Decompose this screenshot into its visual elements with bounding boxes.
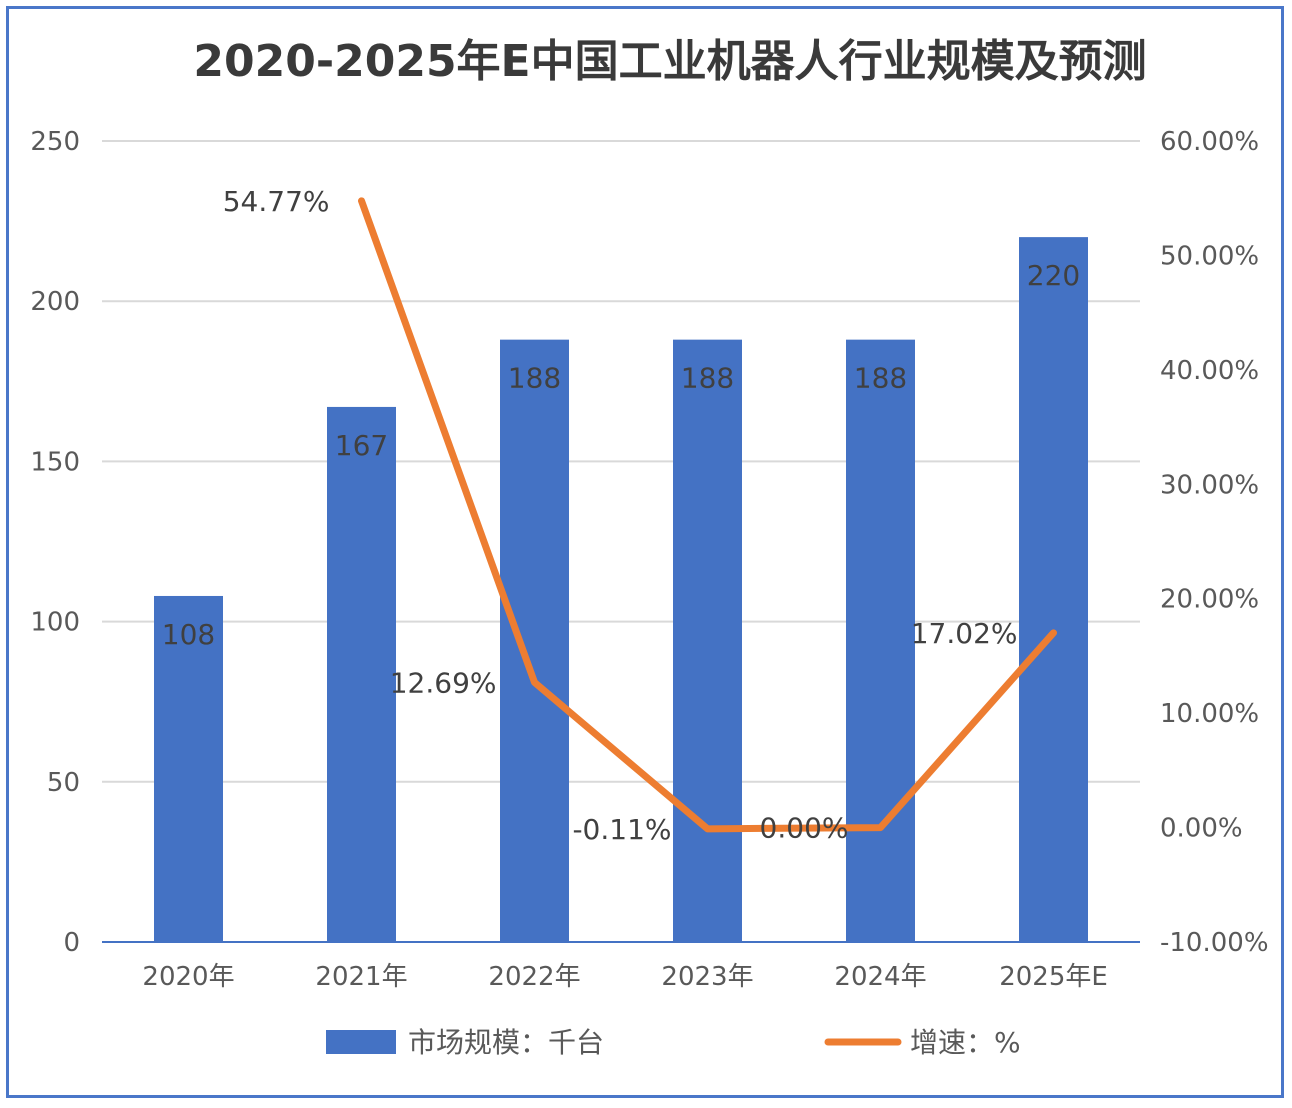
bar-data-label: 108 bbox=[162, 618, 215, 651]
x-tick-label: 2022年 bbox=[488, 962, 580, 992]
left-tick-label: 0 bbox=[63, 928, 80, 958]
right-tick-label: 40.00% bbox=[1160, 356, 1259, 386]
x-tick-label: 2021年 bbox=[315, 962, 407, 992]
left-tick-label: 200 bbox=[30, 287, 80, 317]
right-tick-label: 50.00% bbox=[1160, 241, 1259, 271]
left-axis: 0 50 100 150 200 250 bbox=[30, 127, 80, 958]
x-tick-label: 2023年 bbox=[661, 962, 753, 992]
bar bbox=[154, 595, 223, 942]
legend-swatch-bar bbox=[326, 1030, 396, 1054]
right-tick-label: 60.00% bbox=[1160, 127, 1259, 157]
right-tick-label: 20.00% bbox=[1160, 585, 1259, 615]
legend: 市场规模：千台 增速：% bbox=[326, 1026, 1021, 1059]
x-axis: 2020年 2021年 2022年 2023年 2024年 2025年E bbox=[142, 962, 1107, 992]
x-tick-label: 2025年E bbox=[999, 962, 1108, 992]
bar-data-label: 220 bbox=[1027, 259, 1080, 292]
bar-data-label: 188 bbox=[854, 362, 907, 395]
left-tick-label: 100 bbox=[30, 608, 80, 638]
line-series bbox=[358, 197, 1057, 833]
line-data-label: 12.69% bbox=[390, 666, 497, 699]
x-tick-label: 2020年 bbox=[142, 962, 234, 992]
bar-series bbox=[154, 237, 1088, 942]
left-tick-label: 150 bbox=[30, 447, 80, 477]
right-axis: -10.00% 0.00% 10.00% 20.00% 30.00% 40.00% 50.0… bbox=[1160, 127, 1269, 958]
chart-frame bbox=[6, 6, 1284, 1098]
bar bbox=[846, 339, 915, 942]
left-tick-label: 50 bbox=[47, 768, 80, 798]
legend-label-line: 增速：% bbox=[910, 1026, 1021, 1059]
bar-data-label: 188 bbox=[681, 362, 734, 395]
line-data-labels: 54.77% 12.69% -0.11% 0.00% 17.02% bbox=[223, 185, 1018, 846]
right-tick-label: 10.00% bbox=[1160, 699, 1259, 729]
bar bbox=[673, 339, 742, 942]
x-tick-label: 2024年 bbox=[834, 962, 926, 992]
chart-title: 2020-2025年E中国工业机器人行业规模及预测 bbox=[193, 36, 1146, 87]
gridlines bbox=[102, 140, 1140, 783]
bar bbox=[500, 339, 569, 942]
line-data-label: 54.77% bbox=[223, 185, 330, 218]
line-data-label: -0.11% bbox=[572, 813, 671, 846]
growth-line bbox=[358, 197, 1057, 833]
right-tick-label: -10.00% bbox=[1160, 928, 1269, 958]
left-tick-label: 250 bbox=[30, 127, 80, 157]
right-tick-label: 0.00% bbox=[1160, 814, 1243, 844]
bar-data-label: 188 bbox=[508, 362, 561, 395]
bar bbox=[327, 406, 396, 942]
line-data-label: 17.02% bbox=[911, 617, 1018, 650]
legend-label-bar: 市场规模：千台 bbox=[408, 1026, 604, 1059]
bar-data-labels: 108 167 188 188 188 220 bbox=[162, 259, 1080, 651]
line-data-label: 0.00% bbox=[760, 812, 849, 845]
bar-data-label: 167 bbox=[335, 429, 388, 462]
bar bbox=[1019, 237, 1088, 942]
right-tick-label: 30.00% bbox=[1160, 470, 1259, 500]
